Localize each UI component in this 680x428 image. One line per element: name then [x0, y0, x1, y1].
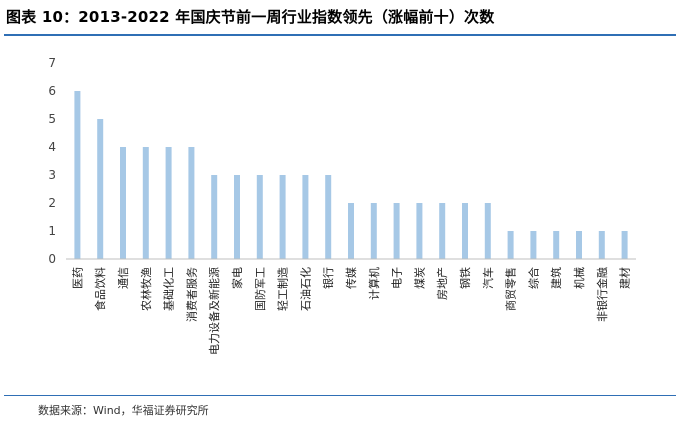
y-tick-label: 1 [48, 224, 56, 238]
bar [439, 203, 446, 259]
bar [234, 175, 240, 259]
y-tick-label: 6 [48, 84, 56, 98]
bar [462, 203, 468, 259]
title-divider [4, 34, 676, 36]
x-tick-label: 食品饮料 [93, 267, 107, 311]
y-tick-label: 7 [48, 56, 56, 70]
figure-title: 图表 10：2013-2022 年国庆节前一周行业指数领先（涨幅前十）次数 [6, 8, 495, 26]
bar [370, 203, 377, 259]
x-tick-label: 非银行金融 [595, 267, 609, 322]
y-tick-label: 3 [48, 168, 56, 182]
x-tick-label: 轻工制造 [276, 267, 290, 311]
x-tick-label: 家电 [230, 267, 244, 289]
bar [211, 175, 218, 259]
bar [97, 119, 104, 259]
x-tick-label: 石油石化 [298, 267, 312, 311]
bar [256, 175, 263, 259]
y-tick-label: 4 [48, 140, 56, 154]
y-axis: 0 1 2 3 4 5 6 7 [48, 56, 56, 266]
x-tick-label: 机械 [572, 267, 586, 289]
bar [165, 147, 172, 259]
bar [120, 147, 126, 259]
x-tick-label: 银行 [321, 267, 335, 289]
bar [142, 147, 149, 259]
x-tick-label: 钢铁 [459, 267, 472, 289]
y-tick-label: 2 [48, 196, 56, 210]
x-tick-label: 房地产 [435, 267, 449, 300]
bar [553, 231, 560, 259]
y-tick-label: 5 [48, 112, 56, 126]
x-tick-label: 基础化工 [162, 267, 176, 311]
x-tick-label: 计算机 [367, 267, 381, 300]
x-tick-label: 通信 [117, 267, 130, 289]
x-tick-label: 农林牧渔 [139, 267, 153, 311]
x-tick-label: 综合 [526, 267, 540, 289]
x-tick-label: 商贸零售 [504, 267, 518, 311]
bar [530, 231, 537, 259]
bar [325, 175, 332, 259]
source-note: 数据来源：Wind，华福证券研究所 [38, 404, 209, 417]
bar [576, 231, 582, 259]
bar [188, 147, 195, 259]
x-tick-label: 汽车 [481, 267, 495, 289]
bar [484, 203, 491, 259]
bar [621, 231, 628, 259]
footer-divider [4, 395, 676, 396]
bar [416, 203, 423, 259]
bar [507, 231, 514, 259]
bar [393, 203, 400, 259]
bar [348, 203, 354, 259]
x-tick-label: 国防军工 [253, 267, 267, 311]
x-tick-label: 电力设备及新能源 [207, 267, 221, 355]
bar [279, 175, 286, 259]
bars [74, 91, 628, 259]
bar [74, 91, 81, 259]
x-axis: 医药 食品饮料 通信 农林牧渔 基础化工 消费者服务 电力设备及新能源 家电 国防军工 轻工制造石… [66, 258, 636, 355]
x-tick-label: 建材 [618, 267, 632, 289]
y-tick-label: 0 [48, 252, 56, 266]
bar [598, 231, 605, 259]
x-tick-label: 电子 [391, 267, 404, 289]
x-tick-label: 医药 [71, 267, 84, 289]
x-tick-label: 传媒 [345, 267, 358, 289]
x-tick-label: 建筑 [549, 267, 563, 289]
bar [302, 175, 309, 259]
x-tick-label: 煤炭 [413, 267, 426, 289]
x-tick-label: 消费者服务 [184, 267, 198, 322]
